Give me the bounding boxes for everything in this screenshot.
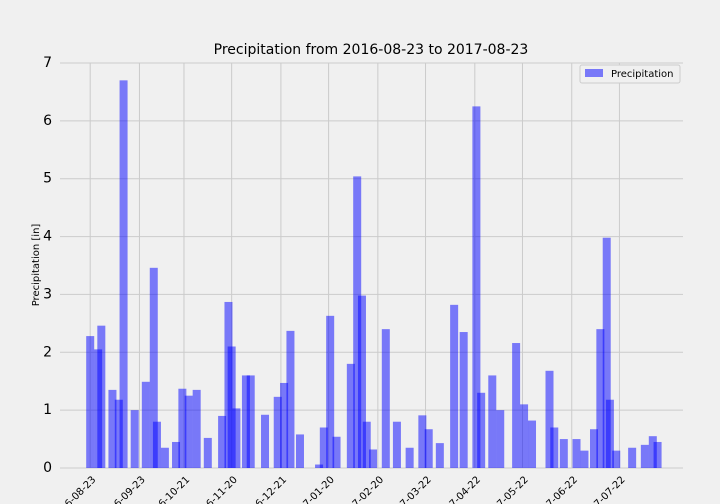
legend: Precipitation [579, 64, 681, 84]
bar [97, 325, 106, 468]
bar [590, 429, 598, 468]
bar [472, 106, 481, 469]
bar [405, 447, 414, 468]
bar [477, 392, 486, 468]
bar [178, 388, 187, 468]
bar [572, 439, 581, 468]
bar [392, 421, 401, 468]
bar [545, 370, 554, 468]
y-tick-label: 5 [43, 171, 52, 187]
y-axis-label: Precipitation [in] [31, 224, 42, 307]
bar [424, 429, 433, 468]
bar [596, 329, 605, 468]
bar [141, 381, 150, 468]
bar [612, 450, 621, 468]
bar [418, 415, 427, 468]
bar [459, 332, 468, 468]
bar [648, 436, 657, 468]
y-tick-label: 2 [43, 344, 52, 360]
bar [286, 330, 295, 468]
bar [241, 375, 250, 468]
bar [357, 295, 366, 468]
legend-swatch [585, 69, 603, 77]
bar [332, 436, 341, 468]
y-tick-label: 7 [43, 55, 52, 71]
bar [381, 329, 390, 468]
bar [319, 427, 328, 468]
bar [227, 346, 236, 468]
bar [628, 447, 637, 468]
bar [602, 237, 611, 468]
y-tick-label: 6 [43, 113, 52, 129]
bar [512, 343, 521, 468]
bar [353, 176, 362, 468]
legend-label: Precipitation [611, 69, 674, 80]
bar [362, 421, 371, 468]
bar [149, 267, 158, 468]
bar [559, 439, 568, 468]
bar [261, 414, 270, 468]
y-tick-label: 4 [43, 229, 52, 245]
bar [172, 441, 181, 468]
bar [435, 443, 444, 468]
chart-title: Precipitation from 2016-08-23 to 2017-08… [214, 42, 529, 58]
bar [152, 421, 161, 468]
bar [273, 396, 282, 468]
bar [326, 315, 335, 468]
bar [520, 404, 529, 468]
bar [605, 399, 614, 468]
bar [653, 441, 662, 468]
y-tick-label: 0 [43, 460, 52, 476]
bar [86, 336, 95, 468]
bar [640, 444, 649, 468]
bar [119, 80, 128, 468]
bar [160, 447, 169, 468]
bar [369, 449, 378, 468]
bar [346, 363, 355, 468]
bar [246, 375, 255, 468]
bar [130, 410, 139, 468]
bar [528, 420, 537, 468]
bar [488, 375, 497, 468]
bar [496, 410, 505, 468]
bar [114, 399, 123, 468]
bar [203, 437, 212, 468]
bar [450, 304, 459, 468]
bar [295, 434, 304, 468]
legend-box [579, 64, 681, 84]
bar [550, 427, 559, 468]
bar [280, 382, 289, 468]
bar [580, 450, 589, 468]
bar [192, 389, 201, 468]
y-tick-label: 1 [43, 402, 52, 418]
bar [218, 415, 227, 468]
bar [184, 395, 193, 468]
y-tick-label: 3 [43, 286, 52, 302]
bar [315, 464, 324, 468]
bars [86, 80, 662, 469]
bar [108, 389, 117, 468]
bar [232, 408, 241, 468]
